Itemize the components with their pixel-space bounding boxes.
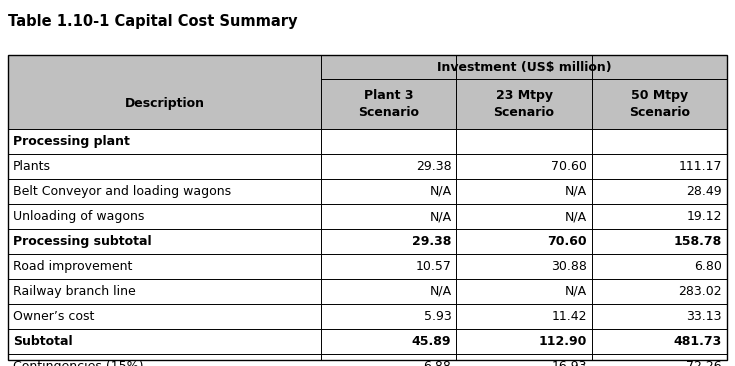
Text: 16.93: 16.93 [551,360,587,366]
Text: 23 Mtpy
Scenario: 23 Mtpy Scenario [493,89,554,119]
Text: 30.88: 30.88 [551,260,587,273]
Text: 6.80: 6.80 [694,260,722,273]
Text: 158.78: 158.78 [674,235,722,248]
Text: N/A: N/A [429,185,451,198]
Text: 111.17: 111.17 [678,160,722,173]
Text: Contingencies (15%): Contingencies (15%) [13,360,143,366]
Text: 481.73: 481.73 [674,335,722,348]
Bar [8,79,727,129]
Text: 112.90: 112.90 [538,335,587,348]
Text: Owner’s cost: Owner’s cost [13,310,94,323]
Text: Railway branch line: Railway branch line [13,285,136,298]
Text: Description: Description [124,97,204,111]
Text: Subtotal: Subtotal [13,335,73,348]
Text: Processing subtotal: Processing subtotal [13,235,151,248]
Text: Road improvement: Road improvement [13,260,132,273]
Text: N/A: N/A [564,210,587,223]
Text: 5.93: 5.93 [423,310,451,323]
Text: 33.13: 33.13 [686,310,722,323]
Text: N/A: N/A [429,210,451,223]
Bar [8,55,727,79]
Text: 29.38: 29.38 [416,160,451,173]
Bar [8,55,727,360]
Text: 29.38: 29.38 [412,235,451,248]
Text: 28.49: 28.49 [686,185,722,198]
Text: 283.02: 283.02 [678,285,722,298]
Text: 45.89: 45.89 [412,335,451,348]
Text: Investment (US$ million): Investment (US$ million) [437,60,612,74]
Text: 70.60: 70.60 [547,235,587,248]
Text: 50 Mtpy
Scenario: 50 Mtpy Scenario [629,89,690,119]
Text: 70.60: 70.60 [551,160,587,173]
Text: Plants: Plants [13,160,51,173]
Text: Table 1.10-1 Capital Cost Summary: Table 1.10-1 Capital Cost Summary [8,14,298,29]
Text: 11.42: 11.42 [551,310,587,323]
Text: 72.26: 72.26 [686,360,722,366]
Text: Belt Conveyor and loading wagons: Belt Conveyor and loading wagons [13,185,231,198]
Text: N/A: N/A [564,285,587,298]
Text: 6.88: 6.88 [423,360,451,366]
Text: 10.57: 10.57 [415,260,451,273]
Text: Processing plant: Processing plant [13,135,130,148]
Text: N/A: N/A [564,185,587,198]
Text: N/A: N/A [429,285,451,298]
Text: Plant 3
Scenario: Plant 3 Scenario [358,89,419,119]
Text: 19.12: 19.12 [686,210,722,223]
Text: Unloading of wagons: Unloading of wagons [13,210,144,223]
